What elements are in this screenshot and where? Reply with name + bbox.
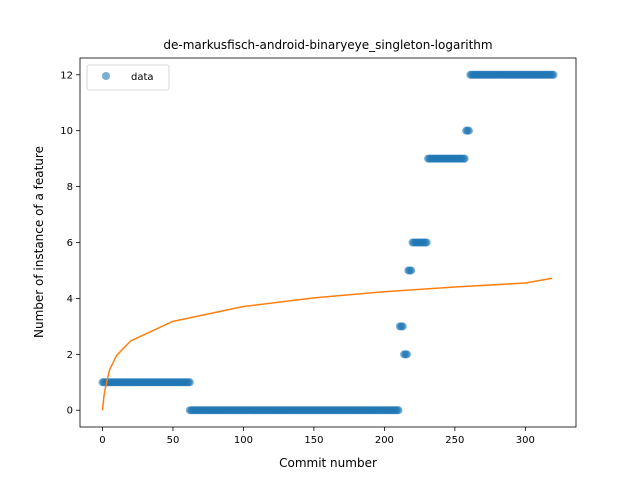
plot-frame [79,57,577,428]
x-tick-label: 0 [99,435,105,446]
x-tick-label: 200 [375,435,394,446]
data-point [394,406,403,415]
y-axis: 0 2 4 6 8 10 12 [60,70,80,417]
y-tick-label: 8 [67,182,73,193]
legend-box [86,64,170,91]
y-axis-label: Number of instance of a feature [32,146,46,338]
x-axis: 0 50 100 150 200 250 300 [99,427,535,446]
x-axis-label: Commit number [279,456,377,470]
legend-marker-data [102,72,110,80]
x-tick-label: 100 [234,435,253,446]
data-point [422,238,431,247]
fit-line [101,277,553,411]
y-tick-label: 6 [67,238,73,249]
x-tick-label: 50 [167,435,180,446]
data-point [185,378,194,387]
data-point [402,350,411,359]
x-tick-label: 300 [516,435,535,446]
data-point [464,126,473,135]
y-tick-label: 2 [67,350,73,361]
fit-layer [101,277,553,411]
data-layer [98,70,558,415]
y-tick-label: 0 [67,406,73,417]
data-point [460,154,469,163]
y-tick-label: 12 [60,70,73,81]
data-point [407,266,416,275]
legend: data [86,64,170,91]
y-tick-label: 4 [67,294,73,305]
data-point [549,70,558,79]
legend-label-data: data [131,72,154,83]
data-point [398,322,407,331]
y-tick-label: 10 [60,126,73,137]
x-tick-label: 250 [445,435,464,446]
x-tick-label: 150 [304,435,323,446]
chart-title: de-markusfisch-android-binaryeye_singlet… [163,38,492,52]
